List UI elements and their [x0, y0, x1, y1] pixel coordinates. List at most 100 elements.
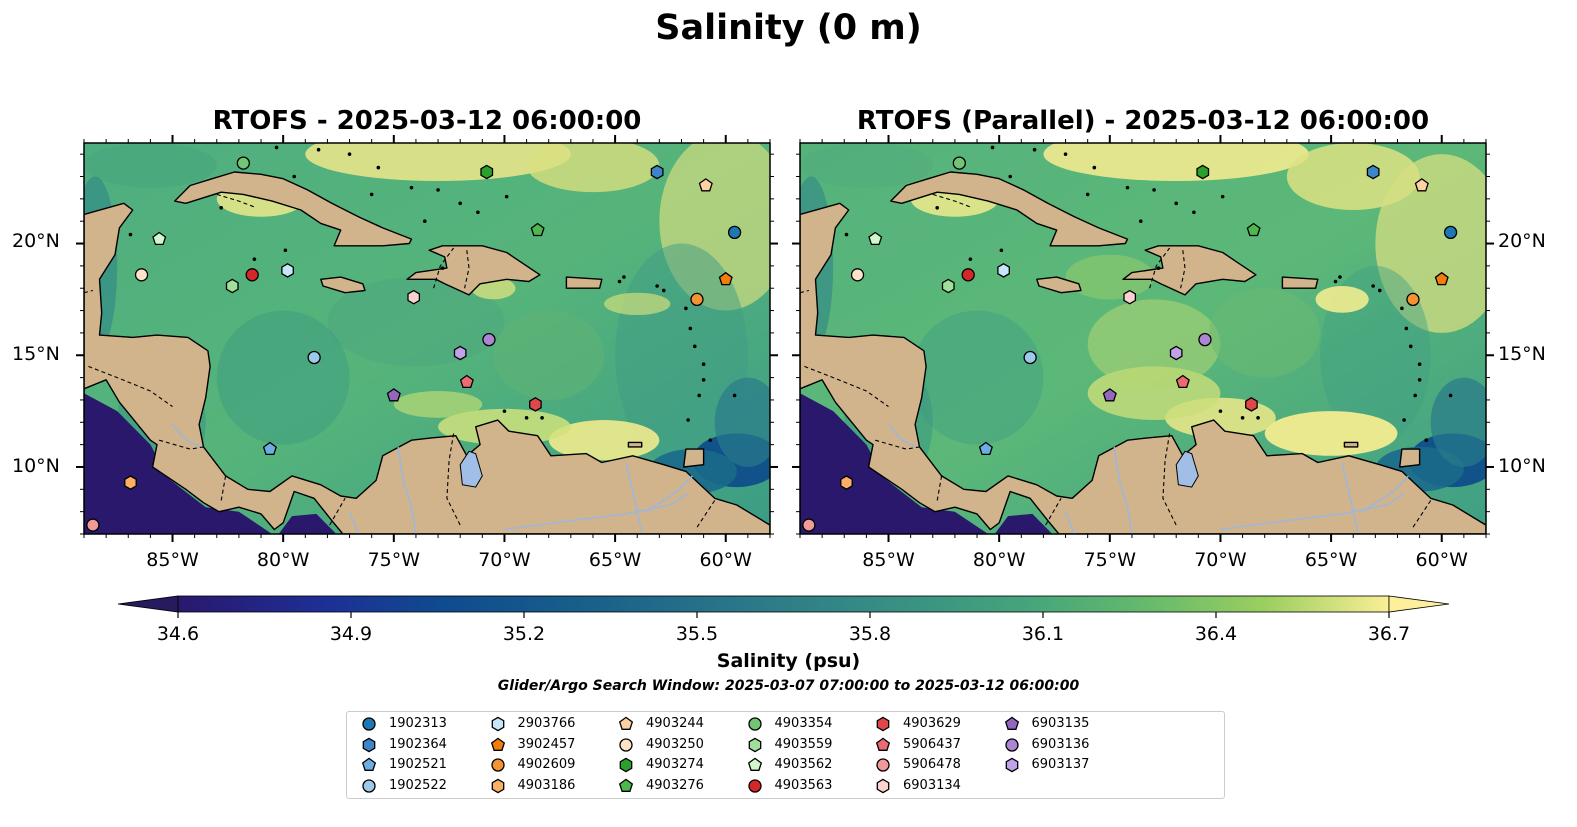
float-legend: 1902313 1902364 1902521 1902522 2903766 39024… [346, 711, 1225, 799]
land [627, 441, 643, 448]
small-island [701, 378, 706, 382]
map-panel-rtofs-parallel [792, 135, 1494, 542]
legend-marker-4903562 [747, 757, 762, 771]
legend-label: 5906437 [903, 736, 961, 752]
float-marker-4903629 [1245, 397, 1258, 412]
float-marker-1902313 [727, 225, 742, 240]
hexagon-marker-icon [491, 716, 504, 732]
small-island [1218, 409, 1223, 413]
float-marker-6903136 [1198, 332, 1212, 347]
lat-label-right: 20°N [1498, 230, 1546, 252]
small-island [409, 185, 414, 190]
float-marker-6903136 [482, 332, 496, 347]
float-marker-6903135 [1102, 388, 1117, 402]
small-island [622, 275, 626, 279]
small-island [661, 288, 666, 293]
small-island [252, 257, 257, 261]
river [1064, 511, 1076, 534]
river [504, 493, 689, 531]
float-marker-1902313 [1443, 225, 1458, 240]
small-island [968, 257, 973, 261]
figure-title: Salinity (0 m) [655, 8, 922, 48]
small-island [655, 284, 659, 288]
circle-marker-icon [362, 778, 376, 793]
country-border [464, 250, 470, 289]
colorbar-extend-high [1388, 595, 1450, 613]
lon-label: 60°W [1415, 549, 1468, 571]
land [1343, 441, 1359, 448]
land [1122, 245, 1257, 296]
circle-marker-icon [876, 758, 890, 772]
panel-title-rtofs: RTOFS - 2025-03-12 06:00:00 [212, 106, 642, 136]
small-island [692, 344, 697, 349]
country-border [88, 365, 173, 408]
small-island [1032, 147, 1037, 152]
legend-marker-6903135 [1004, 716, 1019, 730]
legend-marker-6903134 [876, 778, 890, 793]
small-island [219, 205, 223, 210]
pentagon-marker-icon [618, 778, 634, 792]
float-marker-4903559 [225, 278, 239, 294]
legend-marker-4903354 [747, 717, 762, 731]
small-island [1174, 201, 1178, 206]
colorbar-tick-label: 35.8 [848, 623, 892, 645]
lake [1175, 450, 1199, 488]
small-island [1220, 194, 1225, 199]
country-border [1045, 498, 1062, 526]
float-marker-2903766 [281, 263, 294, 278]
colorbar-tick-label: 34.9 [329, 623, 373, 645]
country-border [932, 193, 973, 209]
pentagon-marker-icon [875, 737, 891, 751]
small-island [502, 409, 507, 413]
pacific-ocean [800, 393, 989, 534]
legend-marker-4903629 [876, 716, 890, 732]
country-border [216, 193, 257, 209]
map-panel-rtofs [76, 135, 778, 542]
small-island [1402, 418, 1406, 422]
lon-label: 75°W [1083, 549, 1137, 571]
legend-label: 1902521 [389, 757, 447, 772]
float-marker-4903244 [698, 178, 713, 192]
legend-marker-1902522 [362, 778, 376, 793]
river [1341, 462, 1359, 532]
land [565, 276, 603, 289]
colorbar-tick-label: 36.1 [1021, 623, 1065, 645]
small-island [617, 279, 622, 284]
legend-label: 4903276 [646, 777, 704, 793]
lat-label-left: 20°N [12, 230, 60, 252]
country-border [800, 289, 810, 294]
small-island [688, 326, 693, 331]
small-island [697, 393, 701, 398]
float-marker-4903563 [961, 268, 975, 282]
river [1361, 475, 1410, 513]
float-marker-4903562 [152, 231, 167, 246]
river [171, 424, 202, 448]
small-island [369, 192, 374, 197]
legend-marker-1902313 [362, 717, 376, 731]
legend-marker-6903137 [1005, 757, 1018, 773]
float-marker-1902521 [978, 441, 993, 456]
lon-label: 60°W [699, 549, 752, 571]
legend-label: 4903629 [903, 716, 961, 731]
legend-marker-1902521 [361, 757, 377, 771]
land [1036, 276, 1082, 294]
lon-label: 75°W [367, 549, 421, 571]
colorbar-tick-label: 35.5 [675, 623, 719, 645]
pentagon-marker-icon [361, 757, 377, 771]
land [1281, 276, 1319, 289]
float-marker-4903276 [530, 222, 545, 237]
legend-marker-6903136 [1004, 737, 1019, 752]
land-masses [84, 145, 770, 534]
lat-label-left: 15°N [12, 343, 60, 365]
float-marker-3902457 [1434, 271, 1449, 286]
small-island [422, 219, 427, 223]
small-island [686, 418, 690, 422]
small-island [540, 416, 544, 420]
small-island [1448, 393, 1453, 398]
float-markers [86, 156, 742, 532]
salinity-anomaly [1209, 288, 1321, 378]
circle-marker-icon [1004, 737, 1019, 752]
float-marker-5906478 [86, 518, 100, 532]
colorbar-tick-label: 36.7 [1367, 623, 1411, 645]
float-marker-4903186 [840, 475, 853, 490]
